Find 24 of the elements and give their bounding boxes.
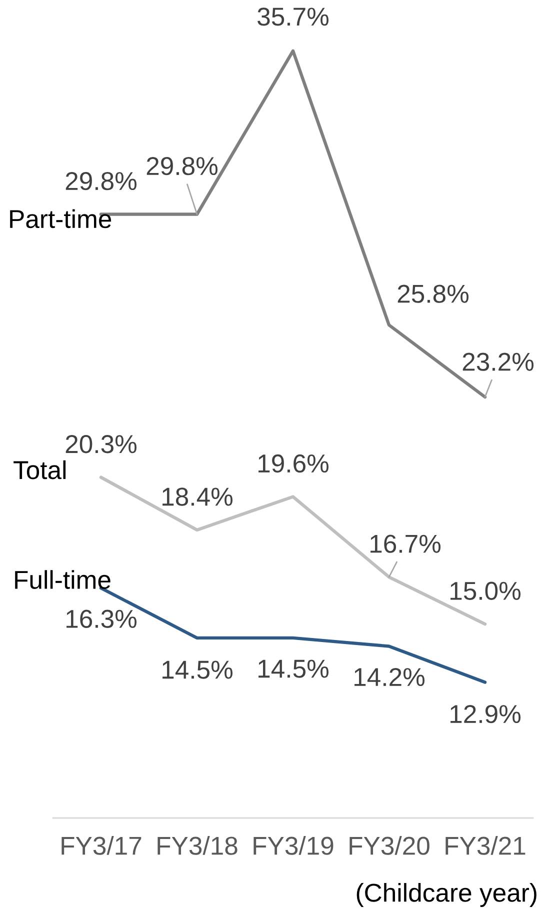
data-label: 35.7% (258, 8, 329, 26)
data-label: 20.3% (66, 435, 137, 454)
data-label: 12.9% (450, 704, 521, 724)
x-tick-label: FY3/17 (62, 836, 142, 855)
data-label: 14.5% (162, 660, 233, 679)
data-label: 16.7% (370, 534, 441, 553)
x-tick-label: FY3/18 (158, 836, 238, 855)
x-tick-label: FY3/21 (446, 836, 526, 855)
text: (Childcare year) (356, 883, 536, 907)
data-label: 14.2% (354, 668, 425, 686)
x-tick-label: FY3/20 (350, 836, 430, 855)
series-label: Full-time (15, 570, 110, 589)
data-label: 29.8% (66, 172, 137, 190)
data-label: 25.8% (398, 284, 469, 303)
series-label: Total (14, 460, 66, 480)
x-tick-label: FY3/19 (254, 836, 334, 855)
data-label: 14.5% (258, 660, 329, 678)
data-label: 29.8% (146, 156, 218, 176)
data-label: 15.0% (450, 582, 521, 600)
data-label: 18.4% (162, 488, 233, 506)
series-label: Part-time (10, 209, 112, 228)
data-label: 16.3% (66, 610, 137, 628)
data-label: 19.6% (258, 454, 329, 473)
data-label: 23.2% (462, 352, 534, 371)
